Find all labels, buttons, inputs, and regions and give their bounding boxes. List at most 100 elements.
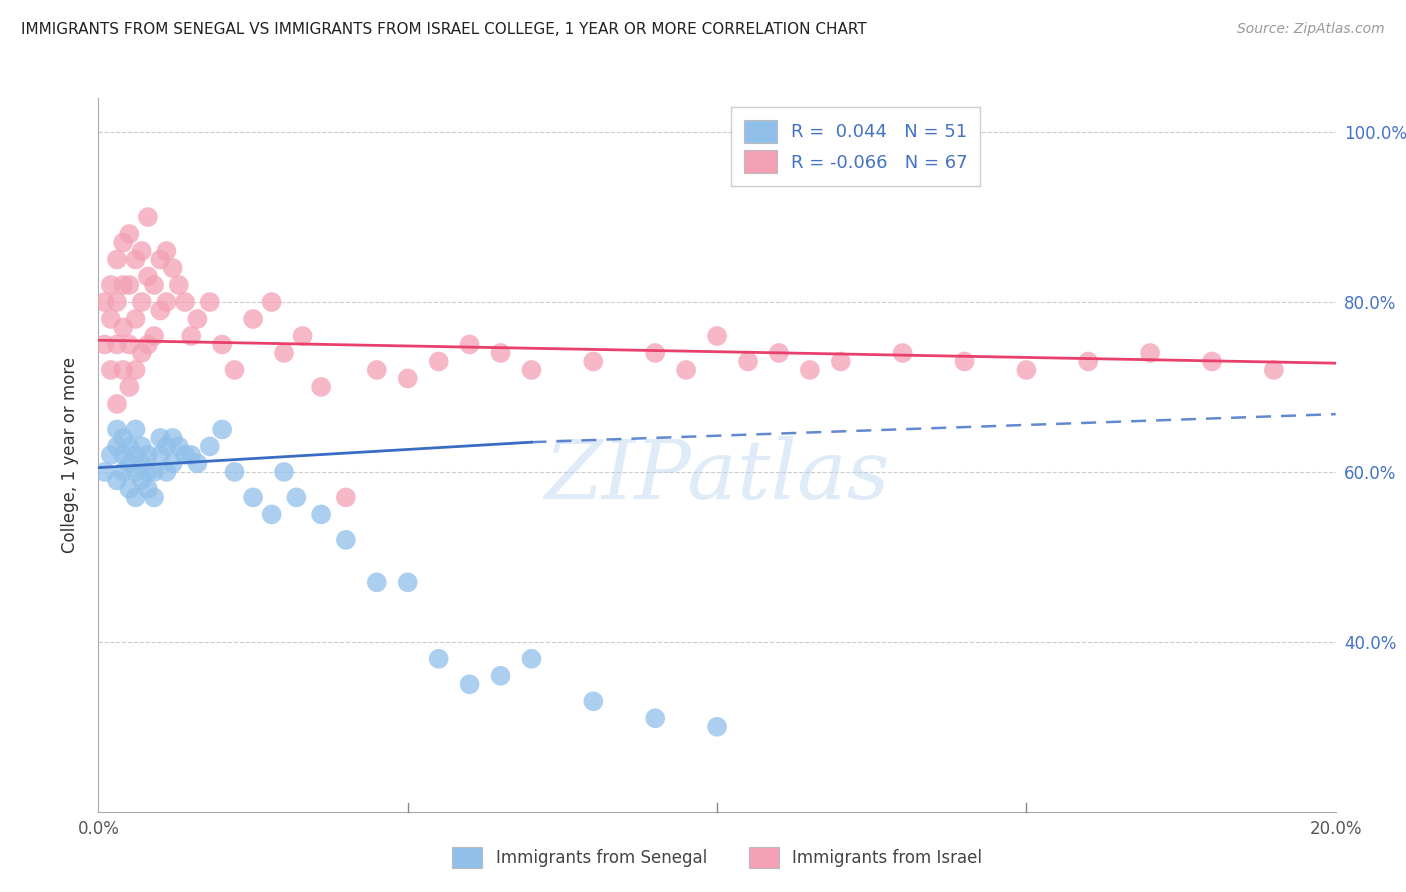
Point: [953, 354, 976, 368]
Point: [100, 312, 122, 326]
Point: [118, 380, 141, 394]
Point: [124, 252, 146, 267]
Point: [162, 260, 184, 275]
Point: [198, 439, 221, 453]
Point: [224, 465, 246, 479]
Point: [162, 431, 184, 445]
Point: [112, 235, 135, 250]
Point: [162, 457, 184, 471]
Point: [136, 448, 159, 462]
Point: [136, 210, 159, 224]
Point: [309, 380, 332, 394]
Point: [118, 337, 141, 351]
Point: [180, 448, 202, 462]
Point: [100, 363, 122, 377]
Point: [167, 439, 190, 453]
Point: [174, 448, 197, 462]
Point: [291, 329, 314, 343]
Text: Source: ZipAtlas.com: Source: ZipAtlas.com: [1237, 22, 1385, 37]
Point: [186, 312, 208, 326]
Point: [273, 346, 295, 360]
Point: [198, 295, 221, 310]
Point: [1077, 354, 1099, 368]
Y-axis label: College, 1 year or more: College, 1 year or more: [60, 357, 79, 553]
Point: [131, 457, 153, 471]
Point: [1263, 363, 1285, 377]
Point: [396, 371, 419, 385]
Point: [155, 439, 177, 453]
Point: [211, 422, 233, 436]
Point: [366, 363, 388, 377]
Point: [582, 354, 605, 368]
Point: [167, 278, 190, 293]
Point: [366, 575, 388, 590]
Point: [285, 491, 308, 505]
Point: [489, 669, 512, 683]
Point: [644, 346, 666, 360]
Point: [309, 508, 332, 522]
Point: [273, 465, 295, 479]
Point: [118, 278, 141, 293]
Point: [582, 694, 605, 708]
Point: [136, 465, 159, 479]
Point: [180, 329, 202, 343]
Point: [93, 337, 115, 351]
Point: [124, 422, 146, 436]
Point: [520, 363, 543, 377]
Point: [105, 439, 128, 453]
Point: [155, 295, 177, 310]
Point: [335, 533, 357, 547]
Point: [1201, 354, 1223, 368]
Point: [149, 252, 172, 267]
Point: [458, 677, 481, 691]
Point: [112, 278, 135, 293]
Point: [260, 295, 283, 310]
Point: [124, 363, 146, 377]
Point: [112, 363, 135, 377]
Point: [124, 465, 146, 479]
Point: [105, 422, 128, 436]
Point: [1139, 346, 1161, 360]
Point: [124, 491, 146, 505]
Point: [149, 303, 172, 318]
Point: [112, 448, 135, 462]
Point: [427, 652, 450, 666]
Point: [93, 465, 115, 479]
Point: [118, 439, 141, 453]
Point: [520, 652, 543, 666]
Point: [224, 363, 246, 377]
Point: [112, 431, 135, 445]
Point: [211, 337, 233, 351]
Point: [112, 465, 135, 479]
Point: [675, 363, 697, 377]
Point: [335, 491, 357, 505]
Point: [118, 457, 141, 471]
Point: [136, 482, 159, 496]
Point: [186, 457, 208, 471]
Point: [131, 439, 153, 453]
Point: [105, 252, 128, 267]
Text: ZIPatlas: ZIPatlas: [544, 436, 890, 516]
Point: [396, 575, 419, 590]
Point: [118, 482, 141, 496]
Point: [706, 329, 728, 343]
Point: [1015, 363, 1038, 377]
Point: [155, 244, 177, 258]
Text: IMMIGRANTS FROM SENEGAL VS IMMIGRANTS FROM ISRAEL COLLEGE, 1 YEAR OR MORE CORREL: IMMIGRANTS FROM SENEGAL VS IMMIGRANTS FR…: [21, 22, 868, 37]
Point: [143, 278, 166, 293]
Point: [174, 295, 197, 310]
Point: [427, 354, 450, 368]
Legend: Immigrants from Senegal, Immigrants from Israel: Immigrants from Senegal, Immigrants from…: [446, 840, 988, 875]
Point: [136, 269, 159, 284]
Point: [143, 491, 166, 505]
Point: [93, 295, 115, 310]
Point: [891, 346, 914, 360]
Point: [131, 295, 153, 310]
Point: [100, 278, 122, 293]
Point: [242, 491, 264, 505]
Point: [105, 397, 128, 411]
Point: [112, 320, 135, 334]
Point: [458, 337, 481, 351]
Point: [131, 346, 153, 360]
Point: [768, 346, 790, 360]
